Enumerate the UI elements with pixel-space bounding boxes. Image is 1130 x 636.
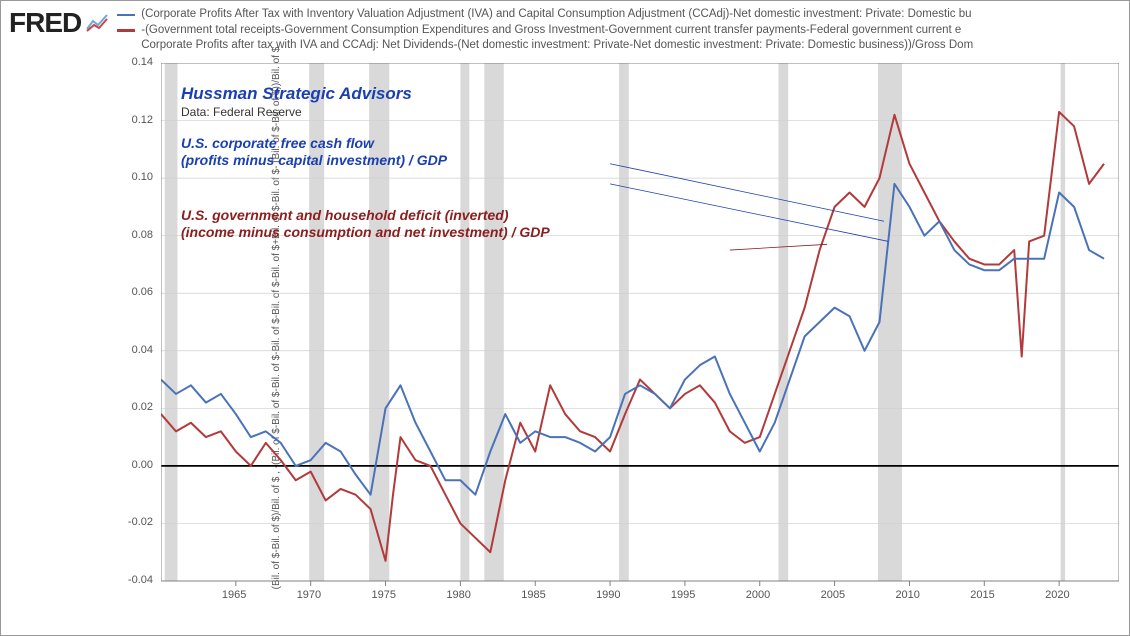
- x-tick-label: 1965: [222, 589, 246, 601]
- y-tick-label: -0.04: [128, 574, 153, 586]
- y-tick-label: 0.00: [132, 459, 153, 471]
- annotation-subtitle: Data: Federal Reserve: [181, 105, 302, 119]
- annotation-blue-label: U.S. corporate free cash flow(profits mi…: [181, 135, 447, 170]
- legend-row-extra: Corporate Profits after tax with IVA and…: [117, 38, 1121, 54]
- annotation-title: Hussman Strategic Advisors: [181, 83, 412, 104]
- annotation-red-label: U.S. government and household deficit (i…: [181, 207, 550, 242]
- chart-icon: [85, 11, 109, 35]
- x-tick-label: 1985: [521, 589, 545, 601]
- x-tick-label: 2015: [970, 589, 994, 601]
- legend-row-red: -(Government total receipts-Government C…: [117, 23, 1121, 39]
- x-tick-label: 1990: [596, 589, 620, 601]
- y-tick-label: 0.08: [132, 229, 153, 241]
- legend-text-extra: Corporate Profits after tax with IVA and…: [141, 38, 973, 54]
- y-tick-label: 0.06: [132, 286, 153, 298]
- y-tick-label: 0.10: [132, 171, 153, 183]
- legend-text-blue: (Corporate Profits After Tax with Invent…: [141, 7, 971, 23]
- fred-logo: FRED: [9, 7, 109, 39]
- x-tick-label: 1995: [671, 589, 695, 601]
- legend-text-red: -(Government total receipts-Government C…: [141, 23, 961, 39]
- legend-swatch-blue: [117, 14, 135, 17]
- x-tick-label: 2020: [1045, 589, 1069, 601]
- y-tick-label: 0.12: [132, 114, 153, 126]
- x-tick-label: 1970: [297, 589, 321, 601]
- x-tick-label: 2000: [746, 589, 770, 601]
- fred-logo-text: FRED: [9, 7, 81, 39]
- x-tick-label: 1980: [446, 589, 470, 601]
- legend-row-blue: (Corporate Profits After Tax with Invent…: [117, 7, 1121, 23]
- y-tick-label: 0.02: [132, 401, 153, 413]
- x-tick-label: 2005: [821, 589, 845, 601]
- legend-swatch-red: [117, 29, 135, 32]
- y-tick-label: -0.02: [128, 516, 153, 528]
- y-tick-label: 0.04: [132, 344, 153, 356]
- y-tick-label: 0.14: [132, 56, 153, 68]
- x-tick-label: 2010: [895, 589, 919, 601]
- x-tick-label: 1975: [372, 589, 396, 601]
- legend-block: (Corporate Profits After Tax with Invent…: [117, 7, 1121, 54]
